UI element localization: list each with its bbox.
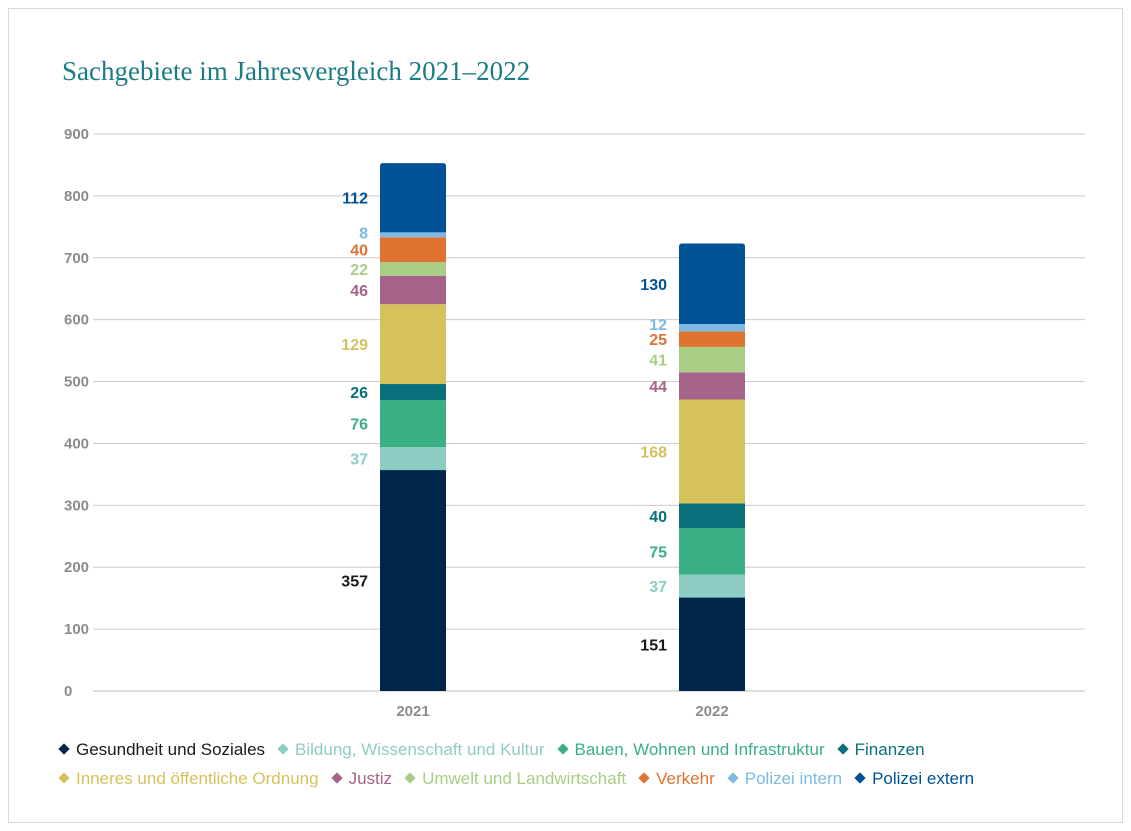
bar-segment [380, 262, 446, 276]
data-label: 357 [341, 574, 368, 591]
bar-segment [679, 346, 745, 373]
data-label: 41 [649, 353, 667, 370]
legend-label: Gesundheit und Soziales [76, 740, 266, 759]
bar-segment [380, 275, 446, 305]
bar-segment [380, 237, 446, 263]
legend-item: Finanzen [836, 735, 925, 764]
legend-label: Polizei extern [872, 769, 975, 788]
legend-marker-icon [727, 772, 739, 784]
data-label: 129 [341, 337, 368, 354]
legend-label: Bauen, Wohnen und Infrastruktur [574, 740, 825, 759]
legend-item: Bildung, Wissenschaft und Kultur [277, 735, 545, 764]
legend-marker-icon [58, 772, 70, 784]
data-label: 22 [350, 262, 368, 279]
bar-segment [380, 163, 446, 233]
chart-legend: Gesundheit und Soziales Bildung, Wissensc… [58, 735, 1098, 793]
bar-segment [679, 503, 745, 529]
legend-item: Polizei intern [727, 764, 842, 793]
data-label: 40 [649, 509, 667, 526]
legend-label: Verkehr [656, 769, 715, 788]
y-tick-label: 0 [64, 683, 72, 700]
data-label: 37 [649, 579, 667, 596]
legend-item: Polizei extern [854, 764, 974, 793]
bar-segment [679, 372, 745, 400]
data-label: 26 [350, 385, 368, 402]
legend-label: Finanzen [854, 740, 925, 759]
legend-item: Bauen, Wohnen und Infrastruktur [556, 735, 825, 764]
y-tick-label: 200 [64, 559, 89, 576]
legend-label: Bildung, Wissenschaft und Kultur [295, 740, 545, 759]
data-label: 130 [640, 277, 667, 294]
data-label: 37 [350, 452, 368, 469]
legend-label: Inneres und öffentliche Ordnung [76, 769, 319, 788]
y-tick-label: 600 [64, 312, 89, 329]
x-tick-label: 2022 [695, 703, 728, 720]
bar-segment [380, 232, 446, 238]
legend-label: Justiz [348, 769, 393, 788]
data-label: 75 [649, 544, 667, 561]
legend-item: Umwelt und Landwirtschaft [404, 764, 626, 793]
data-label: 40 [350, 243, 368, 260]
legend-item: Inneres und öffentliche Ordnung [58, 764, 319, 793]
legend-row-2: Inneres und öffentliche Ordnung Justiz Umw… [58, 764, 1098, 793]
data-label: 168 [640, 444, 667, 461]
data-label: 112 [342, 191, 368, 208]
bar-segment [380, 384, 446, 401]
bar-segment [679, 528, 745, 575]
bar-segment [380, 400, 446, 448]
legend-marker-icon [556, 743, 569, 755]
y-tick-label: 800 [64, 188, 89, 205]
data-label: 8 [359, 225, 368, 242]
y-tick-label: 700 [64, 250, 89, 267]
data-label: 46 [350, 283, 368, 300]
x-tick-label: 2021 [396, 703, 429, 720]
bar-segment [679, 243, 745, 324]
legend-item: Justiz [330, 764, 393, 793]
bar-segment [679, 323, 745, 332]
bar-segment [679, 399, 745, 504]
bar-segment [679, 597, 745, 691]
legend-label: Polizei intern [744, 769, 843, 788]
bar-segment [380, 447, 446, 471]
data-label: 76 [350, 417, 368, 434]
chart-frame [8, 8, 1123, 823]
chart-title: Sachgebiete im Jahresvergleich 2021–2022 [62, 56, 531, 86]
bar-segment [380, 304, 446, 385]
legend-marker-icon [638, 772, 650, 784]
legend-row-1: Gesundheit und Soziales Bildung, Wissensc… [58, 735, 1098, 764]
y-tick-label: 400 [64, 435, 89, 452]
legend-item: Verkehr [638, 764, 715, 793]
legend-marker-icon [330, 772, 343, 784]
data-label: 25 [649, 332, 667, 349]
legend-marker-icon [836, 743, 849, 755]
legend-marker-icon [277, 743, 289, 755]
data-label: 44 [649, 379, 667, 396]
legend-item: Gesundheit und Soziales [58, 735, 265, 764]
legend-label: Umwelt und Landwirtschaft [422, 769, 627, 788]
legend-marker-icon [404, 772, 416, 784]
bar-segment [380, 470, 446, 691]
data-label: 12 [649, 317, 667, 334]
y-tick-label: 900 [64, 126, 89, 143]
bar-segment [679, 574, 745, 598]
bar-segment [679, 331, 745, 347]
y-tick-label: 500 [64, 374, 89, 391]
data-label: 151 [640, 637, 667, 654]
y-tick-label: 300 [64, 497, 89, 514]
legend-marker-icon [854, 772, 866, 784]
legend-marker-icon [58, 743, 70, 755]
y-tick-label: 100 [64, 621, 89, 638]
